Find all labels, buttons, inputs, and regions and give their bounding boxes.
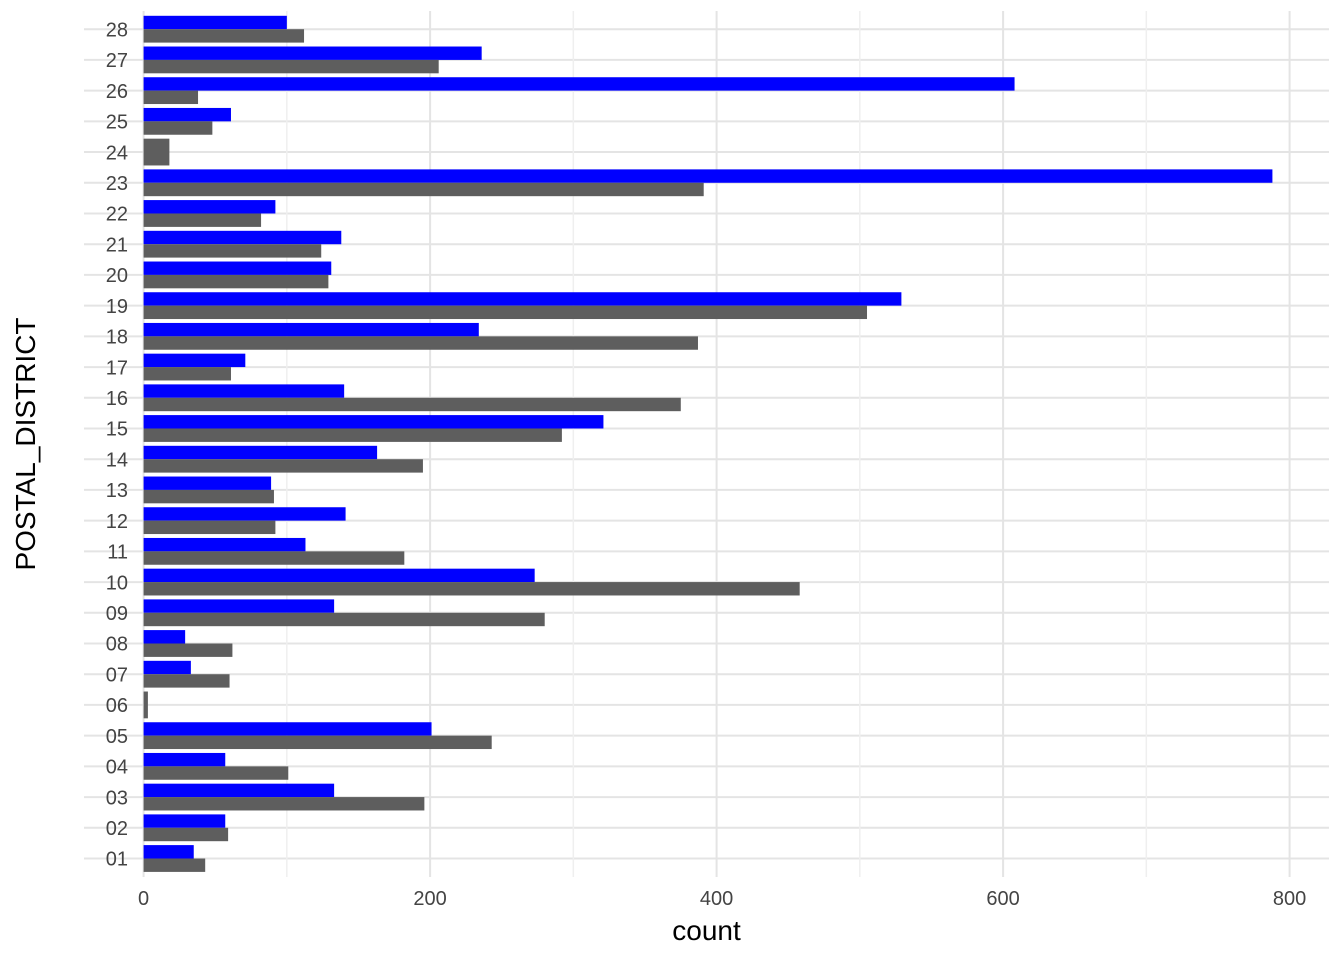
bar-grey-district-02 bbox=[143, 827, 229, 842]
y-axis-title: POSTAL_DISTRICT bbox=[10, 317, 41, 571]
x-axis-title: count bbox=[672, 915, 741, 946]
y-tick-label: 22 bbox=[106, 204, 128, 226]
bar-blue-district-28 bbox=[143, 15, 287, 30]
bar-grey-district-08 bbox=[143, 643, 233, 657]
bar-blue-district-17 bbox=[143, 353, 246, 368]
bar-grey-district-14 bbox=[143, 459, 423, 473]
bar-grey-district-23 bbox=[143, 182, 704, 197]
bar-grey-district-05 bbox=[143, 735, 492, 750]
y-tick-label: 19 bbox=[106, 296, 128, 318]
y-tick-label: 03 bbox=[106, 787, 128, 809]
bar-blue-district-16 bbox=[143, 384, 345, 398]
y-tick-label: 18 bbox=[106, 327, 128, 349]
bar-blue-district-08 bbox=[143, 630, 186, 644]
bar-blue-district-20 bbox=[143, 261, 332, 275]
bar-blue-district-09 bbox=[143, 599, 335, 613]
y-tick-label: 02 bbox=[106, 818, 128, 840]
bar-blue-district-11 bbox=[143, 537, 306, 552]
x-tick-label: 0 bbox=[138, 888, 149, 910]
x-tick-label: 200 bbox=[413, 888, 446, 910]
y-tick-label: 17 bbox=[106, 357, 128, 379]
bar-grey-district-24 bbox=[143, 138, 170, 166]
y-tick-label: 13 bbox=[106, 480, 128, 502]
y-tick-label: 11 bbox=[107, 542, 128, 564]
y-tick-label: 26 bbox=[106, 81, 128, 103]
y-tick-label: 25 bbox=[106, 112, 128, 134]
y-tick-label: 16 bbox=[106, 388, 128, 410]
bar-blue-district-25 bbox=[143, 107, 231, 122]
bar-grey-district-20 bbox=[143, 274, 329, 289]
bar-grey-district-12 bbox=[143, 520, 276, 535]
bar-grey-district-15 bbox=[143, 428, 562, 442]
bar-grey-district-21 bbox=[143, 244, 322, 258]
bar-grey-district-09 bbox=[143, 612, 545, 627]
bar-blue-district-23 bbox=[143, 169, 1273, 183]
bar-blue-district-19 bbox=[143, 292, 902, 306]
y-tick-label: 21 bbox=[106, 234, 128, 256]
y-tick-label: 28 bbox=[106, 19, 128, 41]
y-tick-label: 08 bbox=[106, 634, 128, 656]
bar-blue-district-02 bbox=[143, 814, 226, 828]
bar-blue-district-22 bbox=[143, 200, 276, 214]
y-tick-label: 23 bbox=[106, 173, 128, 195]
bar-grey-district-28 bbox=[143, 29, 305, 43]
y-tick-label: 15 bbox=[106, 419, 128, 441]
bar-blue-district-14 bbox=[143, 445, 378, 460]
y-tick-label: 10 bbox=[106, 572, 128, 594]
y-tick-label: 24 bbox=[106, 142, 128, 164]
x-tick-label: 800 bbox=[1273, 888, 1306, 910]
bar-grey-district-27 bbox=[143, 59, 439, 74]
y-tick-label: 12 bbox=[106, 511, 128, 533]
bar-grey-district-26 bbox=[143, 90, 199, 105]
bar-grey-district-22 bbox=[143, 213, 262, 227]
bar-blue-district-13 bbox=[143, 476, 272, 490]
bar-grey-district-16 bbox=[143, 397, 681, 412]
bar-blue-district-05 bbox=[143, 722, 432, 736]
bar-grey-district-04 bbox=[143, 766, 289, 780]
bar-blue-district-26 bbox=[143, 77, 1015, 91]
bar-blue-district-18 bbox=[143, 322, 479, 337]
bar-grey-district-17 bbox=[143, 367, 231, 381]
bar-grey-district-10 bbox=[143, 582, 800, 596]
x-tick-label: 600 bbox=[986, 888, 1019, 910]
y-tick-label: 27 bbox=[106, 50, 128, 72]
bar-blue-district-03 bbox=[143, 783, 335, 798]
bar-grey-district-07 bbox=[143, 674, 230, 688]
bar-grey-district-13 bbox=[143, 489, 274, 504]
bar-grey-district-25 bbox=[143, 121, 213, 135]
bar-grey-district-19 bbox=[143, 305, 868, 320]
y-tick-label: 06 bbox=[106, 695, 128, 717]
bar-blue-district-10 bbox=[143, 568, 535, 583]
y-tick-label: 14 bbox=[106, 449, 128, 471]
bar-blue-district-04 bbox=[143, 752, 226, 767]
bar-blue-district-07 bbox=[143, 660, 191, 675]
bar-blue-district-12 bbox=[143, 507, 346, 521]
bar-grey-district-01 bbox=[143, 858, 206, 872]
bar-grey-district-06 bbox=[143, 691, 148, 719]
bar-grey-district-03 bbox=[143, 797, 425, 811]
bar-blue-district-21 bbox=[143, 230, 342, 245]
y-tick-label: 09 bbox=[106, 603, 128, 625]
bar-grey-district-18 bbox=[143, 336, 698, 350]
y-tick-label: 05 bbox=[106, 726, 128, 748]
bar-blue-district-27 bbox=[143, 46, 482, 60]
bar-blue-district-01 bbox=[143, 845, 194, 859]
y-tick-label: 20 bbox=[106, 265, 128, 287]
bar-blue-district-15 bbox=[143, 415, 604, 429]
y-tick-label: 04 bbox=[106, 757, 128, 779]
x-tick-label: 400 bbox=[700, 888, 733, 910]
y-tick-label: 01 bbox=[106, 849, 128, 871]
bar-grey-district-11 bbox=[143, 551, 405, 565]
y-tick-label: 07 bbox=[106, 664, 128, 686]
